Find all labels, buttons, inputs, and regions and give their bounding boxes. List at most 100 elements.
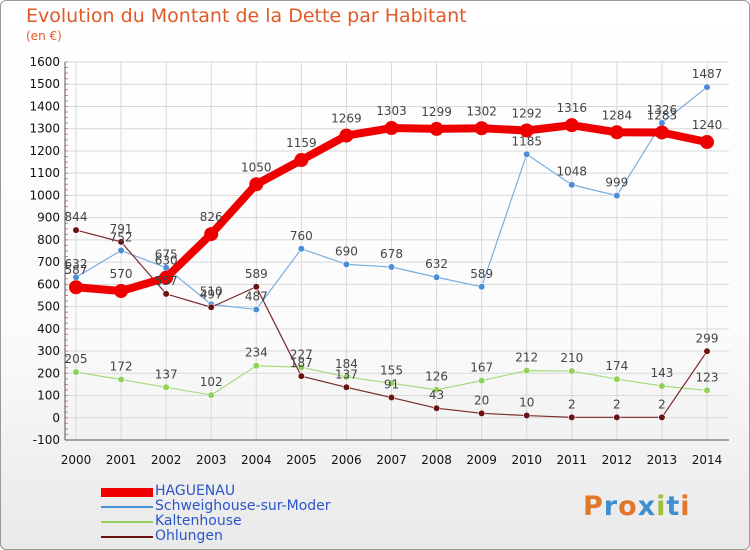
y-tick-label: 1200 [29, 144, 60, 158]
logo-letter: i [680, 491, 691, 522]
x-tick-label: 2004 [241, 453, 272, 467]
data-label: 143 [650, 366, 673, 380]
data-label: 1487 [692, 67, 723, 81]
y-tick-label: 1300 [29, 122, 60, 136]
x-tick-label: 2012 [602, 453, 633, 467]
data-point [613, 375, 621, 383]
data-point [658, 413, 666, 421]
logo-letter: i [656, 491, 667, 522]
x-axis-ticks: 2000 2001 2002 2003 2004 2005 2006 2007 2008 2009… [61, 453, 723, 467]
y-tick-label: -100 [33, 433, 60, 447]
chart-title: Evolution du Montant de la Dette par Hab… [26, 5, 467, 27]
logo-letter: o [618, 491, 638, 522]
y-tick-label: 500 [37, 300, 60, 314]
data-point [387, 393, 396, 402]
data-label: 126 [425, 370, 448, 384]
data-point [252, 305, 260, 314]
data-label: 91 [384, 378, 399, 392]
data-label: 497 [200, 287, 223, 301]
data-label: 172 [110, 360, 133, 374]
y-tick-label: 100 [37, 389, 60, 403]
data-label: 1185 [511, 134, 542, 148]
data-labels: 632 752 675 510 487 760 690 678 632 589 1185 1048 99… [65, 67, 723, 411]
x-tick-label: 2014 [692, 453, 723, 467]
data-label: 632 [65, 257, 88, 271]
data-point [162, 290, 170, 298]
data-label: 187 [290, 356, 313, 370]
data-point [568, 181, 576, 189]
data-label: 760 [290, 229, 313, 243]
data-label: 2 [613, 397, 621, 411]
y-tick-label: 1600 [29, 55, 60, 69]
data-label: 137 [335, 367, 358, 381]
data-point [519, 123, 534, 138]
legend-label: HAGUENAU [155, 483, 236, 499]
data-label: 1303 [376, 104, 407, 118]
data-label: 1326 [647, 103, 678, 117]
data-label: 1269 [331, 112, 362, 126]
x-tick-label: 2013 [647, 453, 678, 467]
data-point [114, 284, 129, 299]
data-label: 1159 [286, 136, 317, 150]
data-point [568, 367, 576, 375]
x-tick-label: 2002 [151, 453, 182, 467]
data-point [654, 125, 669, 140]
x-tick-label: 2005 [286, 453, 317, 467]
data-point [117, 246, 125, 255]
x-tick-label: 2010 [511, 453, 542, 467]
data-point [297, 372, 305, 380]
data-label: 123 [696, 370, 719, 384]
data-point [339, 128, 354, 143]
data-label: 589 [245, 267, 268, 281]
x-tick-label: 2000 [61, 453, 92, 467]
data-label: 20 [474, 393, 489, 407]
data-label: 1302 [466, 104, 497, 118]
data-point [658, 382, 666, 390]
y-tick-label: 1400 [29, 99, 60, 113]
data-label: 1240 [692, 118, 723, 132]
y-tick-label: 200 [37, 366, 60, 380]
data-label: 2 [658, 397, 666, 411]
y-tick-label: 900 [37, 211, 60, 225]
legend-swatch [101, 506, 153, 508]
data-label: 1316 [557, 101, 588, 115]
data-label: 210 [560, 351, 583, 365]
data-label: 227 [290, 347, 313, 361]
data-label: 43 [429, 388, 444, 402]
data-label: 1292 [511, 106, 542, 120]
x-tick-label: 2007 [376, 453, 407, 467]
data-label: 299 [696, 331, 719, 345]
legend-label: Schweighouse-sur-Moder [155, 498, 331, 514]
x-tick-label: 2011 [557, 453, 588, 467]
legend-swatch [101, 521, 153, 523]
data-point [703, 347, 711, 355]
chart-subtitle: (en €) [26, 29, 62, 43]
data-label: 690 [335, 244, 358, 258]
data-point [249, 177, 264, 192]
data-point [384, 121, 399, 136]
data-label: 1283 [647, 108, 678, 122]
data-point [387, 379, 396, 387]
data-label: 212 [515, 351, 538, 365]
data-label: 167 [470, 361, 493, 375]
logo-letter: x [637, 491, 657, 522]
data-label: 2 [568, 397, 576, 411]
data-point [613, 192, 621, 200]
x-tick-label: 2006 [331, 453, 362, 467]
data-label: 234 [245, 346, 268, 360]
legend-swatch [101, 487, 153, 497]
x-tick-label: 2003 [196, 453, 227, 467]
legend-label: Ohlungen [155, 528, 223, 544]
series-layer [69, 83, 714, 421]
legend-swatch [101, 536, 153, 538]
data-point [342, 383, 351, 391]
data-point [297, 363, 305, 371]
data-label: 791 [110, 222, 133, 236]
data-point [703, 386, 711, 395]
data-point [162, 383, 170, 391]
data-point [69, 280, 83, 295]
data-point [387, 263, 396, 271]
data-point [342, 373, 351, 381]
legend-label: Kaltenhouse [155, 513, 242, 529]
